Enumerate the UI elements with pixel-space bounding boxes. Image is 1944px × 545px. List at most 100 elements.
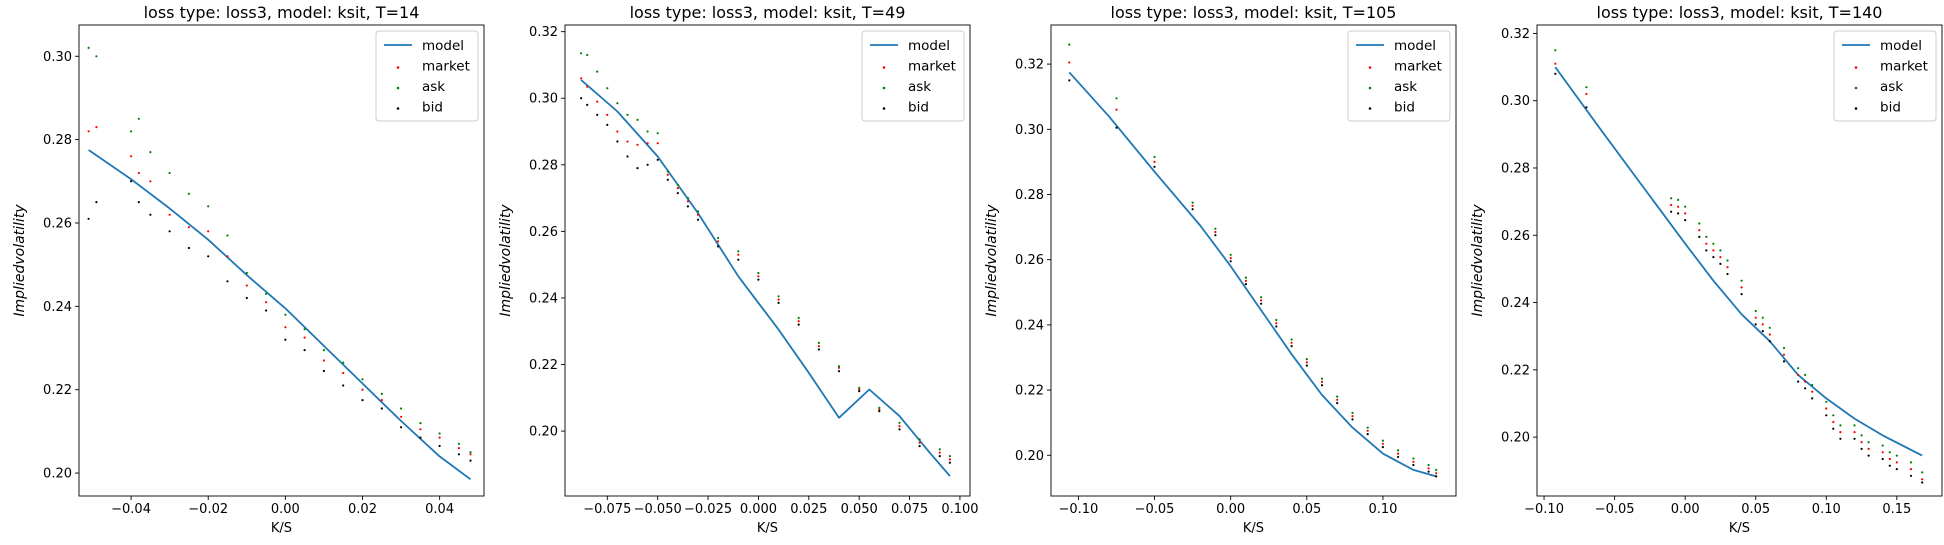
- market-point: [1888, 457, 1891, 461]
- market-point: [1895, 461, 1898, 464]
- x-tick-label: 0.00: [1216, 502, 1245, 517]
- x-tick-label: 0.000: [740, 502, 777, 517]
- ask-point: [1412, 457, 1415, 460]
- bid-point: [1832, 427, 1835, 430]
- x-tick-label: −0.025: [684, 502, 732, 517]
- bid-point: [1839, 437, 1842, 440]
- ask-point: [1191, 201, 1194, 204]
- chart-title: loss type: loss3, model: ksit, T=105: [1111, 3, 1397, 22]
- legend-label-model: model: [1880, 38, 1922, 54]
- ask-point: [1768, 326, 1771, 329]
- x-tick-label: −0.02: [188, 502, 228, 517]
- market-point: [1412, 460, 1415, 463]
- market-point: [322, 359, 325, 362]
- legend-ask-swatch: [882, 86, 886, 90]
- ask-point: [1115, 97, 1118, 100]
- market-point: [95, 126, 98, 129]
- chart-panel-3: loss type: loss3, model: ksit, T=105 −0.1…: [984, 3, 1457, 536]
- market-point: [898, 425, 901, 428]
- legend: model market ask bid: [1347, 30, 1451, 122]
- market-point: [1698, 229, 1701, 232]
- market-point: [1909, 468, 1913, 471]
- bid-point: [168, 230, 171, 233]
- market-point: [1229, 257, 1232, 260]
- ask-point: [646, 130, 649, 133]
- bid-point: [1260, 302, 1263, 305]
- ask-point: [1867, 441, 1870, 444]
- bid-point: [469, 459, 472, 462]
- legend-label-ask: ask: [1394, 79, 1417, 95]
- chart-panel-1: loss type: loss3, model: ksit, T=14 −0.04…: [12, 3, 485, 536]
- market-point: [797, 320, 800, 323]
- ask-point: [187, 192, 190, 195]
- bid-point: [380, 407, 383, 410]
- model-line: [88, 149, 472, 481]
- bid-point: [419, 436, 422, 439]
- bid-point: [245, 296, 248, 300]
- legend-market-swatch: [1854, 66, 1858, 69]
- ask-point: [1153, 155, 1156, 159]
- bid-point: [95, 201, 98, 204]
- y-tick-label: 0.20: [1501, 431, 1530, 446]
- bid-point: [1435, 475, 1438, 478]
- x-tick-label: 0.02: [348, 502, 377, 517]
- ask-point: [606, 87, 609, 90]
- market-point: [226, 255, 229, 258]
- market-point: [696, 213, 700, 216]
- ask-point: [1712, 242, 1715, 245]
- ask-point: [1811, 383, 1814, 387]
- bid-point: [1554, 72, 1557, 75]
- market-point: [187, 226, 190, 229]
- legend: model market ask bid: [861, 30, 965, 122]
- bid-point: [948, 461, 952, 464]
- market-point: [918, 441, 921, 444]
- ask-point: [918, 438, 921, 441]
- ask-point: [1554, 49, 1557, 52]
- legend-bid-swatch: [396, 107, 400, 110]
- bid-point: [1895, 468, 1898, 471]
- ask-point: [757, 271, 760, 275]
- market-point: [1260, 299, 1263, 302]
- market-point: [1825, 407, 1828, 410]
- market-point: [342, 371, 345, 375]
- bid-point: [596, 113, 599, 116]
- market-point: [149, 180, 152, 183]
- ask-point: [817, 341, 821, 344]
- y-axis-label: Impliedvolatility: [1470, 204, 1486, 317]
- ask-point: [457, 442, 460, 445]
- market-point: [1867, 447, 1870, 450]
- ask-point: [948, 455, 952, 458]
- market-point: [1670, 203, 1673, 207]
- bid-point: [1191, 208, 1194, 211]
- market-point: [757, 275, 760, 278]
- ask-point: [149, 151, 152, 154]
- market-point: [1811, 390, 1814, 393]
- x-axis-label: K/S: [271, 521, 292, 536]
- ask-point: [938, 448, 941, 451]
- bid-point: [1677, 212, 1680, 215]
- x-tick-label: −0.075: [583, 502, 631, 517]
- bid-point: [400, 426, 403, 429]
- bid-point: [858, 390, 861, 393]
- bid-point: [817, 348, 821, 351]
- bid-point: [1275, 325, 1278, 328]
- market-points: [1068, 61, 1438, 475]
- ask-point: [580, 52, 583, 55]
- x-tick-label: 0.15: [1882, 502, 1911, 517]
- bid-point: [1754, 323, 1757, 326]
- ask-point: [130, 130, 133, 133]
- market-point: [1839, 431, 1842, 434]
- y-tick-label: 0.22: [529, 358, 558, 373]
- market-point: [636, 143, 639, 146]
- ask-point: [303, 328, 306, 331]
- bid-point: [1909, 474, 1913, 477]
- market-point: [676, 187, 679, 190]
- market-point: [1585, 92, 1588, 96]
- market-point: [1214, 230, 1217, 234]
- market-point: [1921, 478, 1924, 481]
- legend-market-swatch: [1368, 66, 1372, 69]
- bid-point: [1719, 262, 1722, 265]
- bid-point: [1888, 464, 1891, 467]
- market-point: [656, 142, 659, 145]
